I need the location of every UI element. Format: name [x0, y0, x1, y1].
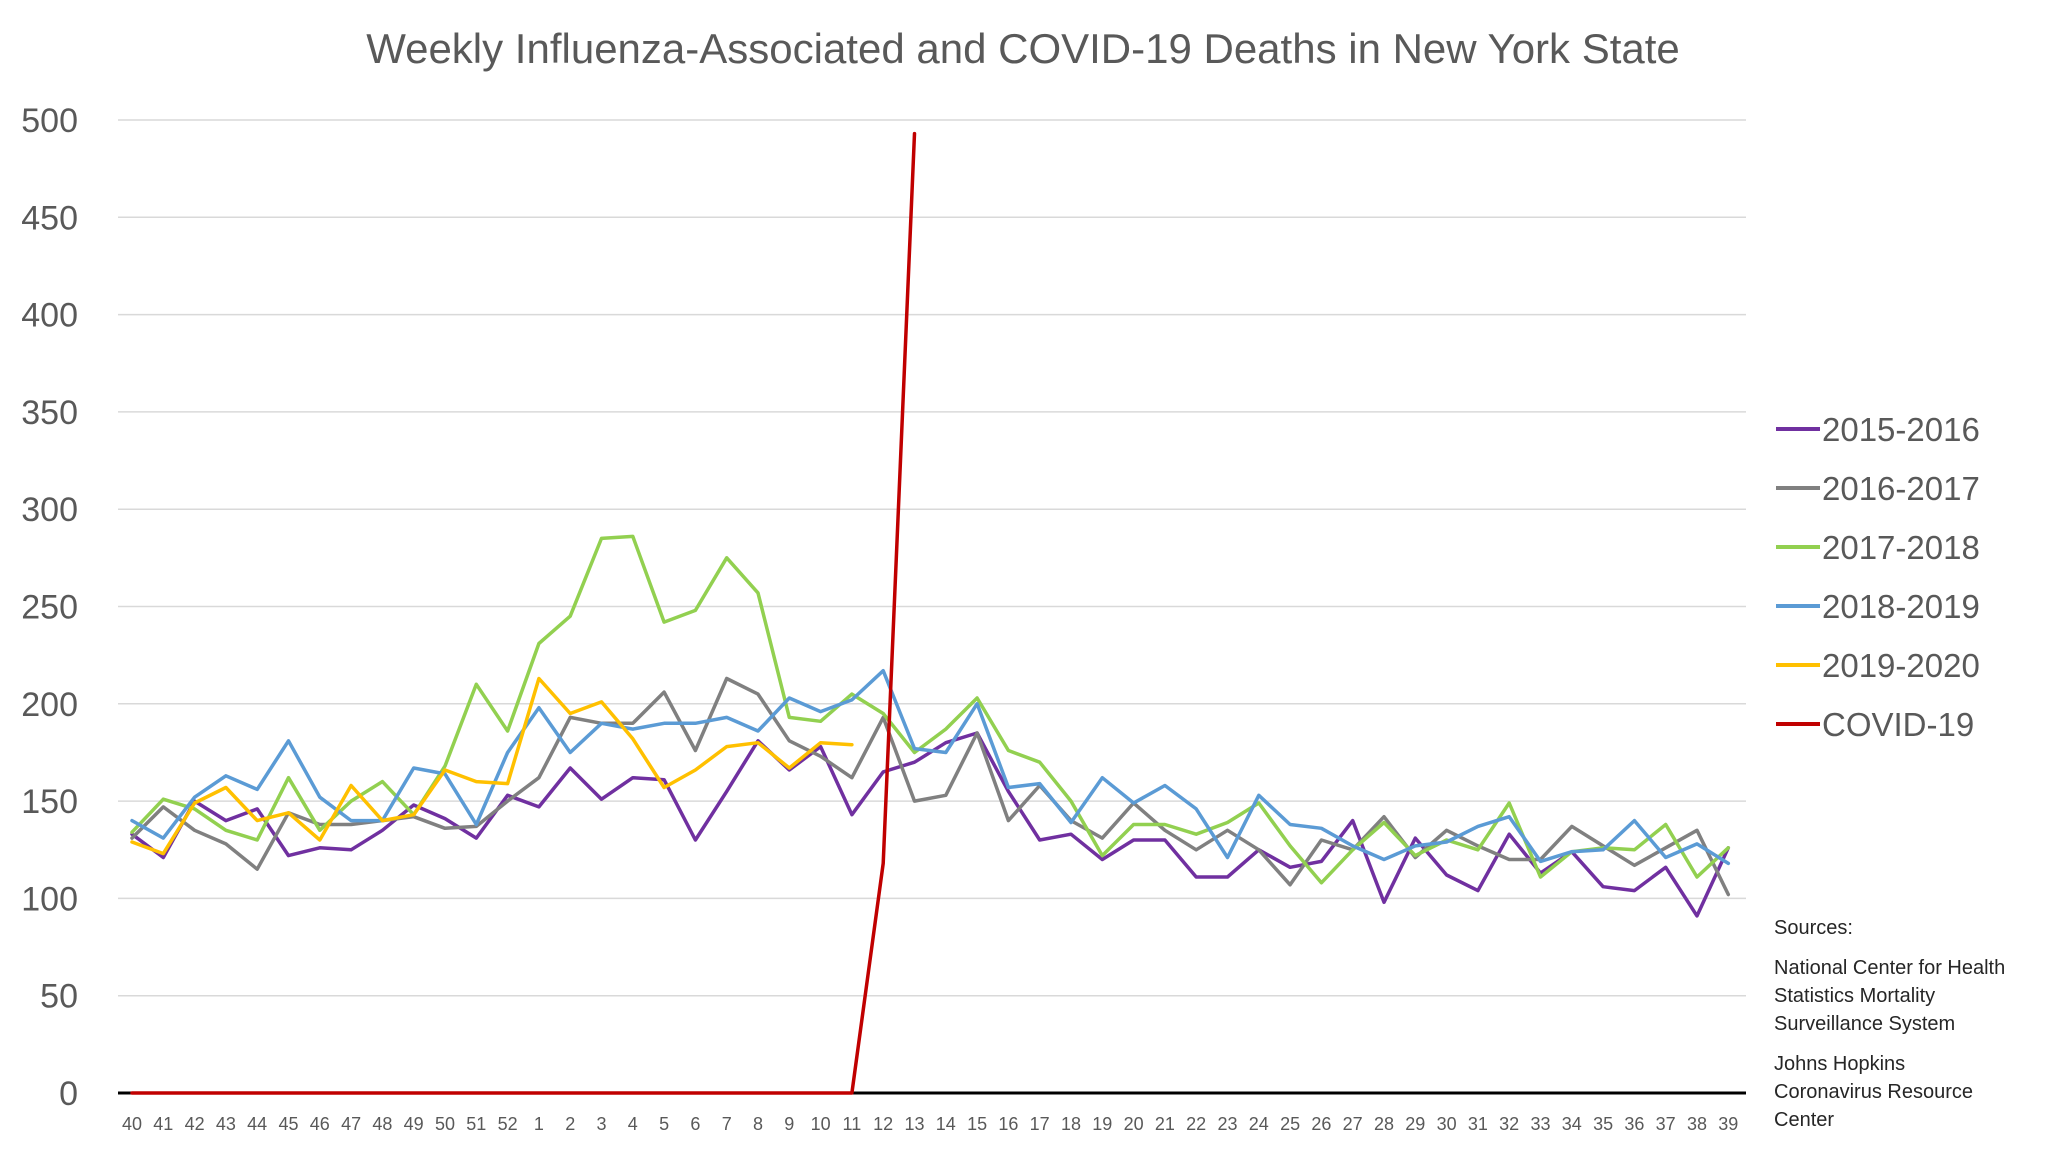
legend-label: 2017-2018: [1822, 529, 1980, 566]
x-tick-label: 23: [1217, 1114, 1237, 1134]
y-tick-label: 200: [21, 686, 78, 724]
x-tick-label: 37: [1656, 1114, 1676, 1134]
x-tick-label: 5: [659, 1114, 669, 1134]
x-tick-label: 50: [435, 1114, 455, 1134]
x-tick-label: 4: [628, 1114, 638, 1134]
x-tick-label: 35: [1593, 1114, 1613, 1134]
x-tick-label: 10: [811, 1114, 831, 1134]
x-tick-label: 32: [1499, 1114, 1519, 1134]
y-tick-label: 350: [21, 394, 78, 432]
y-tick-label: 250: [21, 589, 78, 627]
x-tick-label: 36: [1624, 1114, 1644, 1134]
source-1-line-3: Surveillance System: [1774, 1013, 1955, 1035]
source-2-line-1: Johns Hopkins: [1774, 1053, 1905, 1075]
y-tick-label: 0: [59, 1075, 78, 1113]
y-tick-label: 400: [21, 297, 78, 335]
series-lines: [130, 131, 1731, 1095]
x-tick-label: 44: [247, 1114, 267, 1134]
legend-label: 2019-2020: [1822, 647, 1980, 684]
y-tick-label: 50: [40, 978, 78, 1016]
sources-heading: Sources:: [1774, 917, 1853, 939]
y-tick-label: 100: [21, 880, 78, 918]
series-line-2018-2019: [130, 668, 1731, 866]
x-tick-label: 25: [1280, 1114, 1300, 1134]
y-tick-label: 300: [21, 491, 78, 529]
x-tick-label: 11: [843, 1114, 862, 1134]
x-tick-label: 20: [1124, 1114, 1144, 1134]
source-2-line-3: Center: [1774, 1109, 1834, 1131]
x-tick-label: 52: [498, 1114, 518, 1134]
x-tick-label: 38: [1687, 1114, 1707, 1134]
x-tick-label: 41: [153, 1114, 173, 1134]
x-tick-label: 51: [466, 1114, 486, 1134]
x-tick-label: 39: [1718, 1114, 1738, 1134]
x-tick-label: 49: [404, 1114, 424, 1134]
x-tick-label: 34: [1562, 1114, 1582, 1134]
x-tick-label: 17: [1030, 1114, 1050, 1134]
x-tick-label: 19: [1092, 1114, 1112, 1134]
x-tick-label: 42: [185, 1114, 205, 1134]
x-tick-label: 45: [278, 1114, 298, 1134]
legend-label: 2015-2016: [1822, 411, 1980, 448]
sources-note: Sources: National Center for Health Stat…: [1774, 917, 2005, 1131]
source-1-line-2: Statistics Mortality: [1774, 985, 1935, 1007]
series-line-covid-19: [130, 131, 917, 1095]
x-tick-label: 29: [1405, 1114, 1425, 1134]
x-tick-label: 33: [1530, 1114, 1550, 1134]
x-tick-label: 18: [1061, 1114, 1081, 1134]
x-axis-ticks: 40 41 42 43 44 45 46 47 48 49 50 51 52 1 2 3 4 5 6 7 8 9 10 11 1…: [122, 1114, 1738, 1134]
x-tick-label: 47: [341, 1114, 361, 1134]
legend: 2015-2016 2016-2017 2017-2018 2018-2019 2019…: [1776, 411, 1980, 743]
x-tick-label: 22: [1186, 1114, 1206, 1134]
x-tick-label: 48: [372, 1114, 392, 1134]
source-2-line-2: Coronavirus Resource: [1774, 1081, 1973, 1103]
y-tick-label: 150: [21, 783, 78, 821]
x-tick-label: 46: [310, 1114, 330, 1134]
x-tick-label: 30: [1437, 1114, 1457, 1134]
chart-title: Weekly Influenza-Associated and COVID-19…: [366, 25, 1680, 72]
series-line-2017-2018: [130, 534, 1731, 885]
x-tick-label: 3: [596, 1114, 606, 1134]
x-tick-label: 27: [1343, 1114, 1363, 1134]
legend-label: 2018-2019: [1822, 588, 1980, 625]
x-tick-label: 6: [690, 1114, 700, 1134]
x-tick-label: 9: [784, 1114, 794, 1134]
x-tick-label: 43: [216, 1114, 236, 1134]
x-tick-label: 40: [122, 1114, 142, 1134]
x-tick-label: 28: [1374, 1114, 1394, 1134]
x-tick-label: 1: [534, 1114, 544, 1134]
y-axis-ticks: 0 50 100 150 200 250 300 350 400 450 500: [21, 102, 78, 1113]
x-tick-label: 2: [565, 1114, 575, 1134]
x-tick-label: 16: [998, 1114, 1018, 1134]
x-tick-label: 12: [873, 1114, 893, 1134]
y-tick-label: 500: [21, 102, 78, 140]
legend-label: 2016-2017: [1822, 470, 1980, 507]
legend-label: COVID-19: [1822, 706, 1974, 743]
x-tick-label: 15: [967, 1114, 987, 1134]
series-line-2019-2020: [130, 676, 854, 856]
x-tick-label: 26: [1311, 1114, 1331, 1134]
x-tick-label: 8: [753, 1114, 763, 1134]
gridlines: [118, 119, 1746, 997]
x-tick-label: 24: [1249, 1114, 1269, 1134]
source-1-line-1: National Center for Health: [1774, 957, 2005, 979]
y-tick-label: 450: [21, 199, 78, 237]
x-tick-label: 7: [722, 1114, 732, 1134]
x-tick-label: 14: [936, 1114, 956, 1134]
x-tick-label: 31: [1468, 1114, 1488, 1134]
x-tick-label: 13: [904, 1114, 924, 1134]
x-tick-label: 21: [1155, 1114, 1175, 1134]
